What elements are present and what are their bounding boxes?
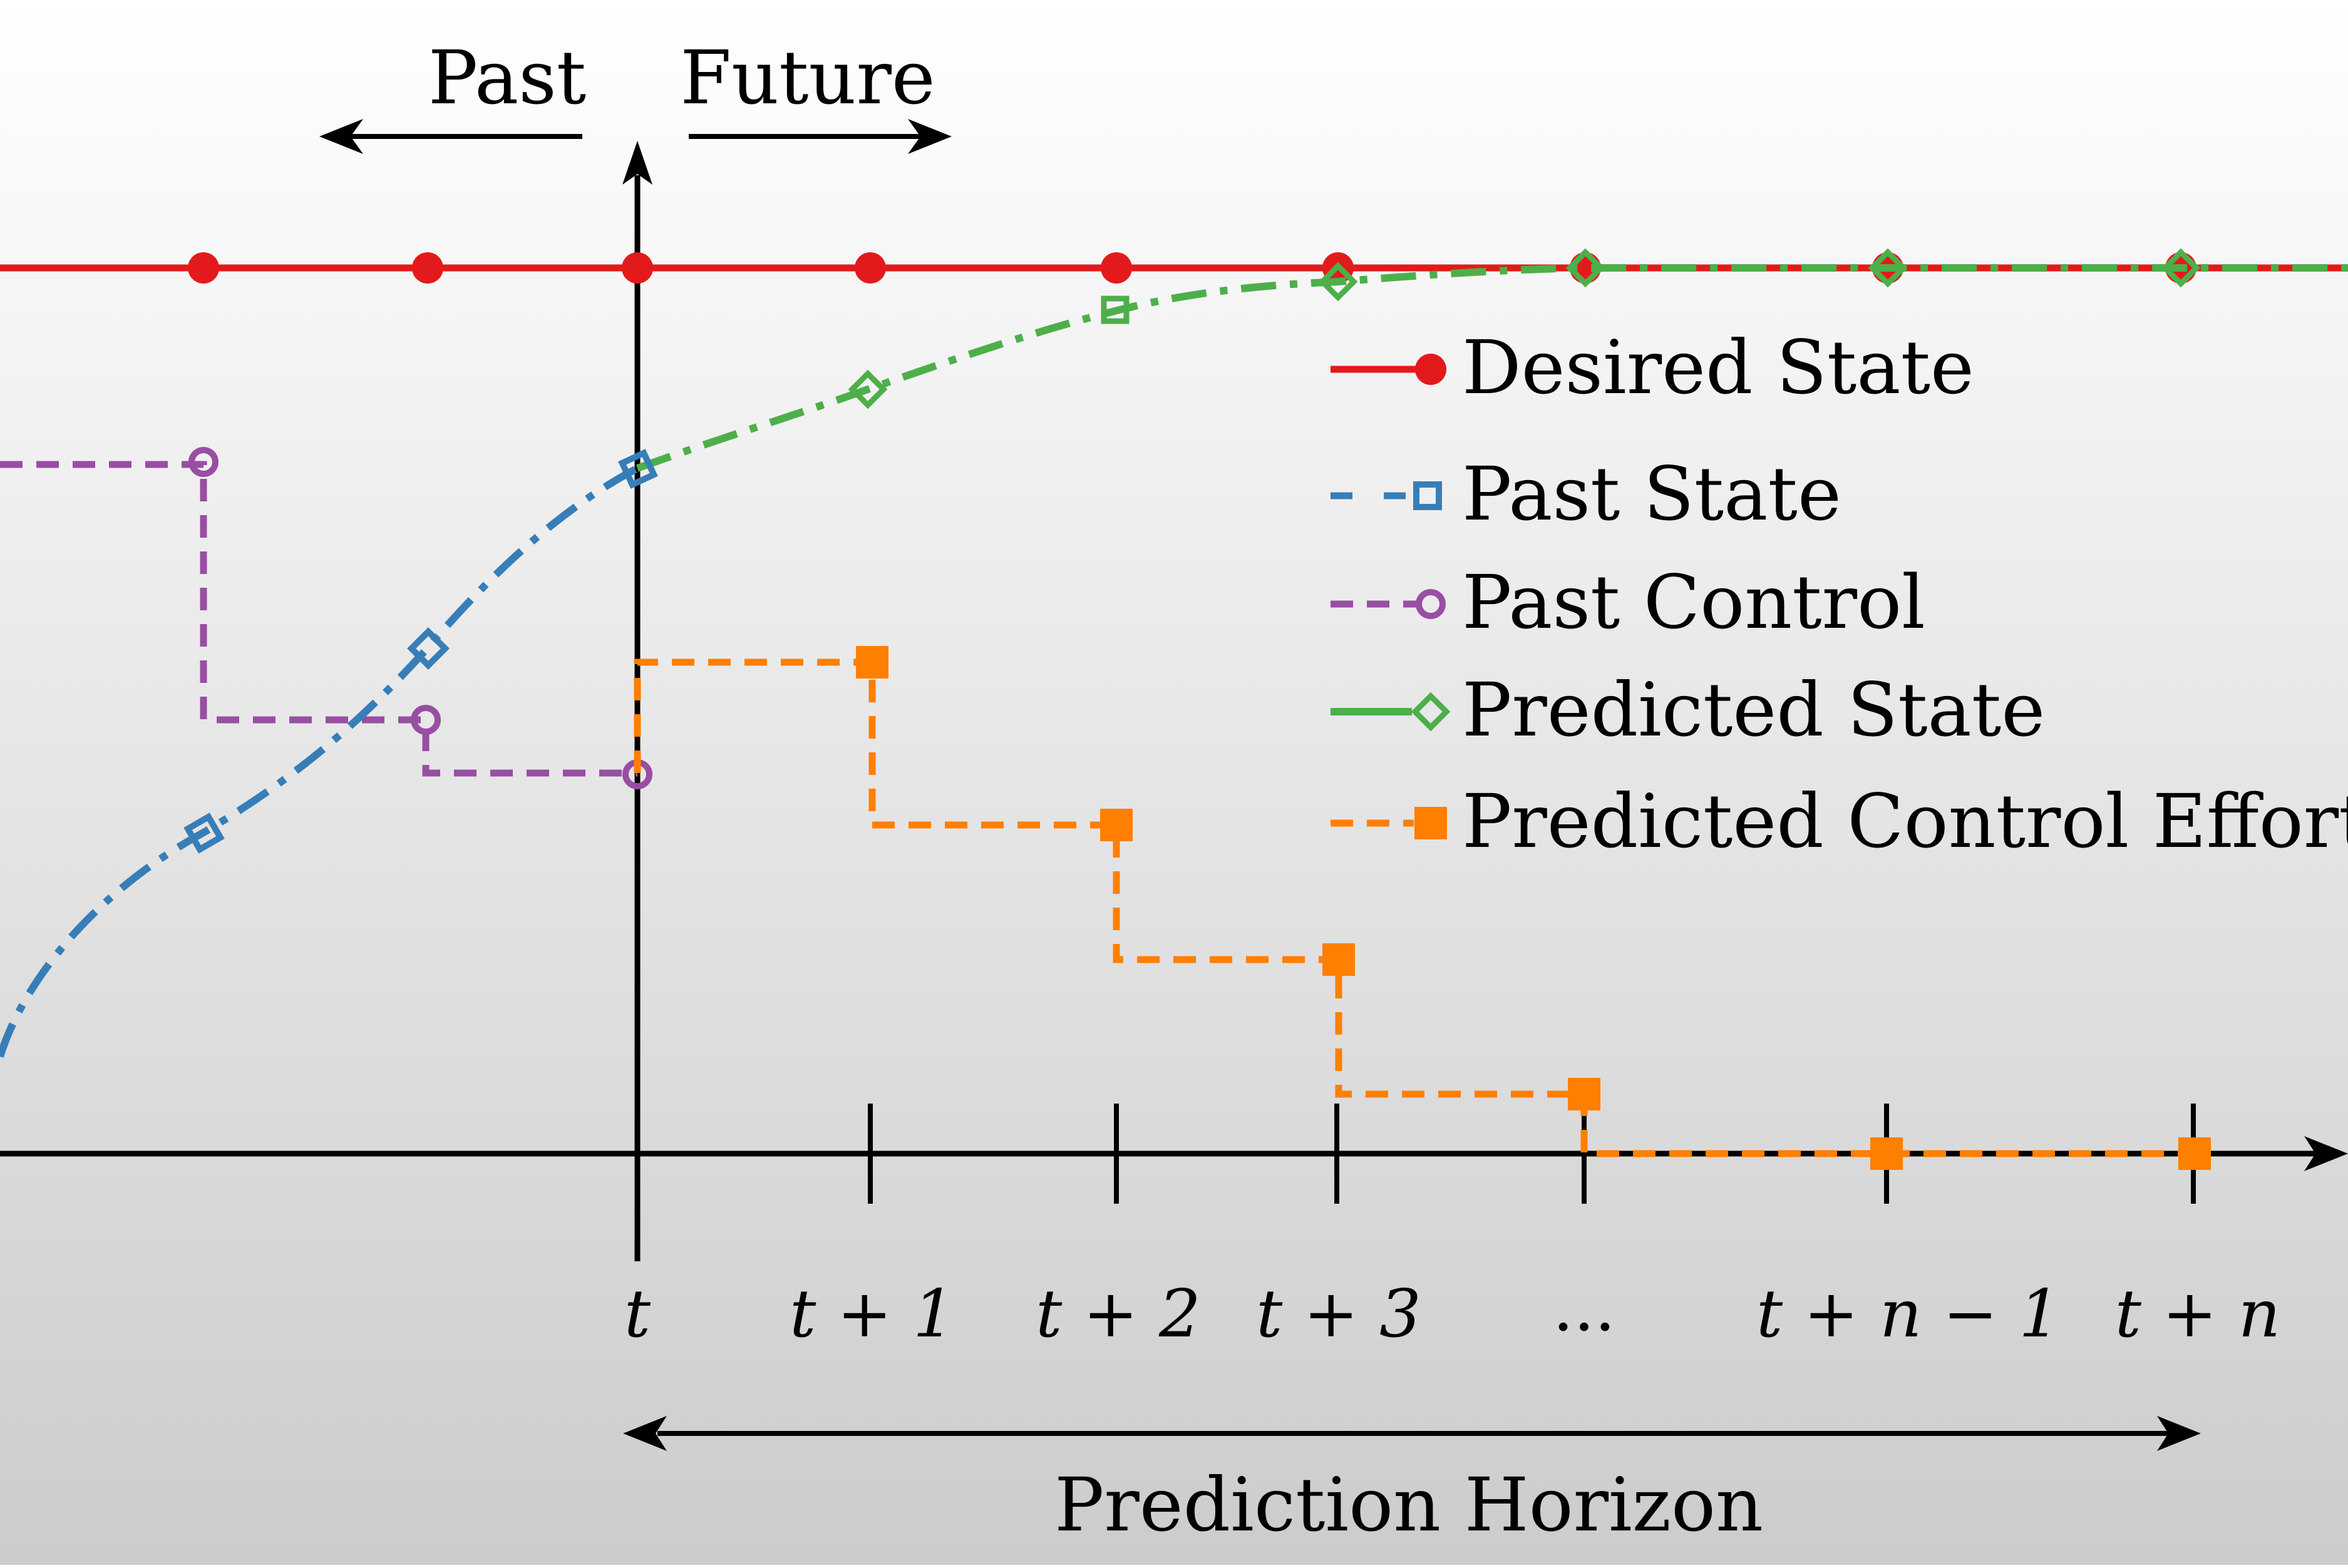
predicted-control-marker <box>1322 943 1355 976</box>
predicted-control-marker <box>1100 809 1133 841</box>
predicted-state-marker <box>1101 295 1130 324</box>
predicted-state-marker <box>1868 248 1908 288</box>
legend-label-past-control: Past Control <box>1462 559 1925 645</box>
predicted-state-marker <box>1318 262 1358 302</box>
legend: Desired State Past State Past Control Pr… <box>1331 324 2348 864</box>
past-state-marker <box>407 627 450 670</box>
past-state-line <box>0 464 639 1058</box>
tick-label-ellipsis: ... <box>1553 1269 1615 1346</box>
predicted-control-line <box>634 658 2198 1157</box>
predicted-state-marker <box>848 369 888 409</box>
desired-state-marker <box>622 252 653 284</box>
legend-item-desired-state: Desired State <box>1331 324 1974 411</box>
legend-marker-past-control <box>1416 589 1446 619</box>
predicted-control-marker <box>1568 1078 1600 1110</box>
legend-label-past-state: Past State <box>1462 451 1841 537</box>
tick-label-t-plus-2: t + 2 <box>1036 1276 1201 1352</box>
legend-item-past-control: Past Control <box>1331 559 1925 645</box>
tick-labels: t t + 1 t + 2 t + 3 ... t + n − 1 t + n <box>624 1269 2280 1352</box>
future-arrow <box>689 119 952 154</box>
legend-marker-past-state <box>1413 481 1442 510</box>
future-label: Future <box>680 34 935 121</box>
horizon-label: Prediction Horizon <box>1054 1462 1763 1548</box>
legend-item-past-state: Past State <box>1331 451 1841 537</box>
past-state-marker <box>183 812 225 854</box>
past-control-marker <box>188 447 219 477</box>
predicted-control-marker <box>1870 1137 1903 1170</box>
tick-label-t-plus-n: t + n <box>2115 1276 2281 1352</box>
horizon-arrow <box>623 1416 2201 1451</box>
predicted-control-marker <box>2178 1137 2211 1170</box>
desired-state-marker <box>188 252 219 284</box>
legend-item-predicted-control: Predicted Control Effort <box>1331 778 2348 864</box>
legend-label-desired-state: Desired State <box>1462 324 1974 411</box>
predicted-state-marker <box>1565 248 1605 288</box>
predicted-control-series <box>634 646 2211 1170</box>
desired-state-marker <box>412 252 443 284</box>
legend-marker-predicted-control <box>1414 807 1447 839</box>
legend-label-predicted-state: Predicted State <box>1462 667 2045 753</box>
desired-state-marker <box>1101 252 1132 284</box>
legend-item-predicted-state: Predicted State <box>1331 667 2045 753</box>
predicted-control-marker <box>856 646 888 679</box>
tick-label-t-plus-n-minus-1: t + n − 1 <box>1756 1276 2061 1352</box>
desired-state-marker <box>855 252 886 284</box>
past-state-marker <box>618 449 658 489</box>
legend-marker-predicted-state <box>1411 692 1451 732</box>
past-state-series <box>0 449 658 1058</box>
past-control-marker <box>411 705 441 735</box>
legend-marker-desired-state <box>1415 354 1446 385</box>
predicted-state-line <box>636 264 2348 472</box>
predicted-state-marker <box>2161 248 2201 288</box>
past-arrow <box>319 119 582 154</box>
past-control-line <box>0 461 637 777</box>
legend-label-predicted-control: Predicted Control Effort <box>1462 778 2348 864</box>
tick-label-t-plus-3: t + 3 <box>1256 1276 1421 1352</box>
tick-label-t: t <box>624 1276 651 1352</box>
predicted-state-series <box>636 248 2348 472</box>
tick-label-t-plus-1: t + 1 <box>790 1276 955 1352</box>
past-label: Past <box>428 34 586 121</box>
